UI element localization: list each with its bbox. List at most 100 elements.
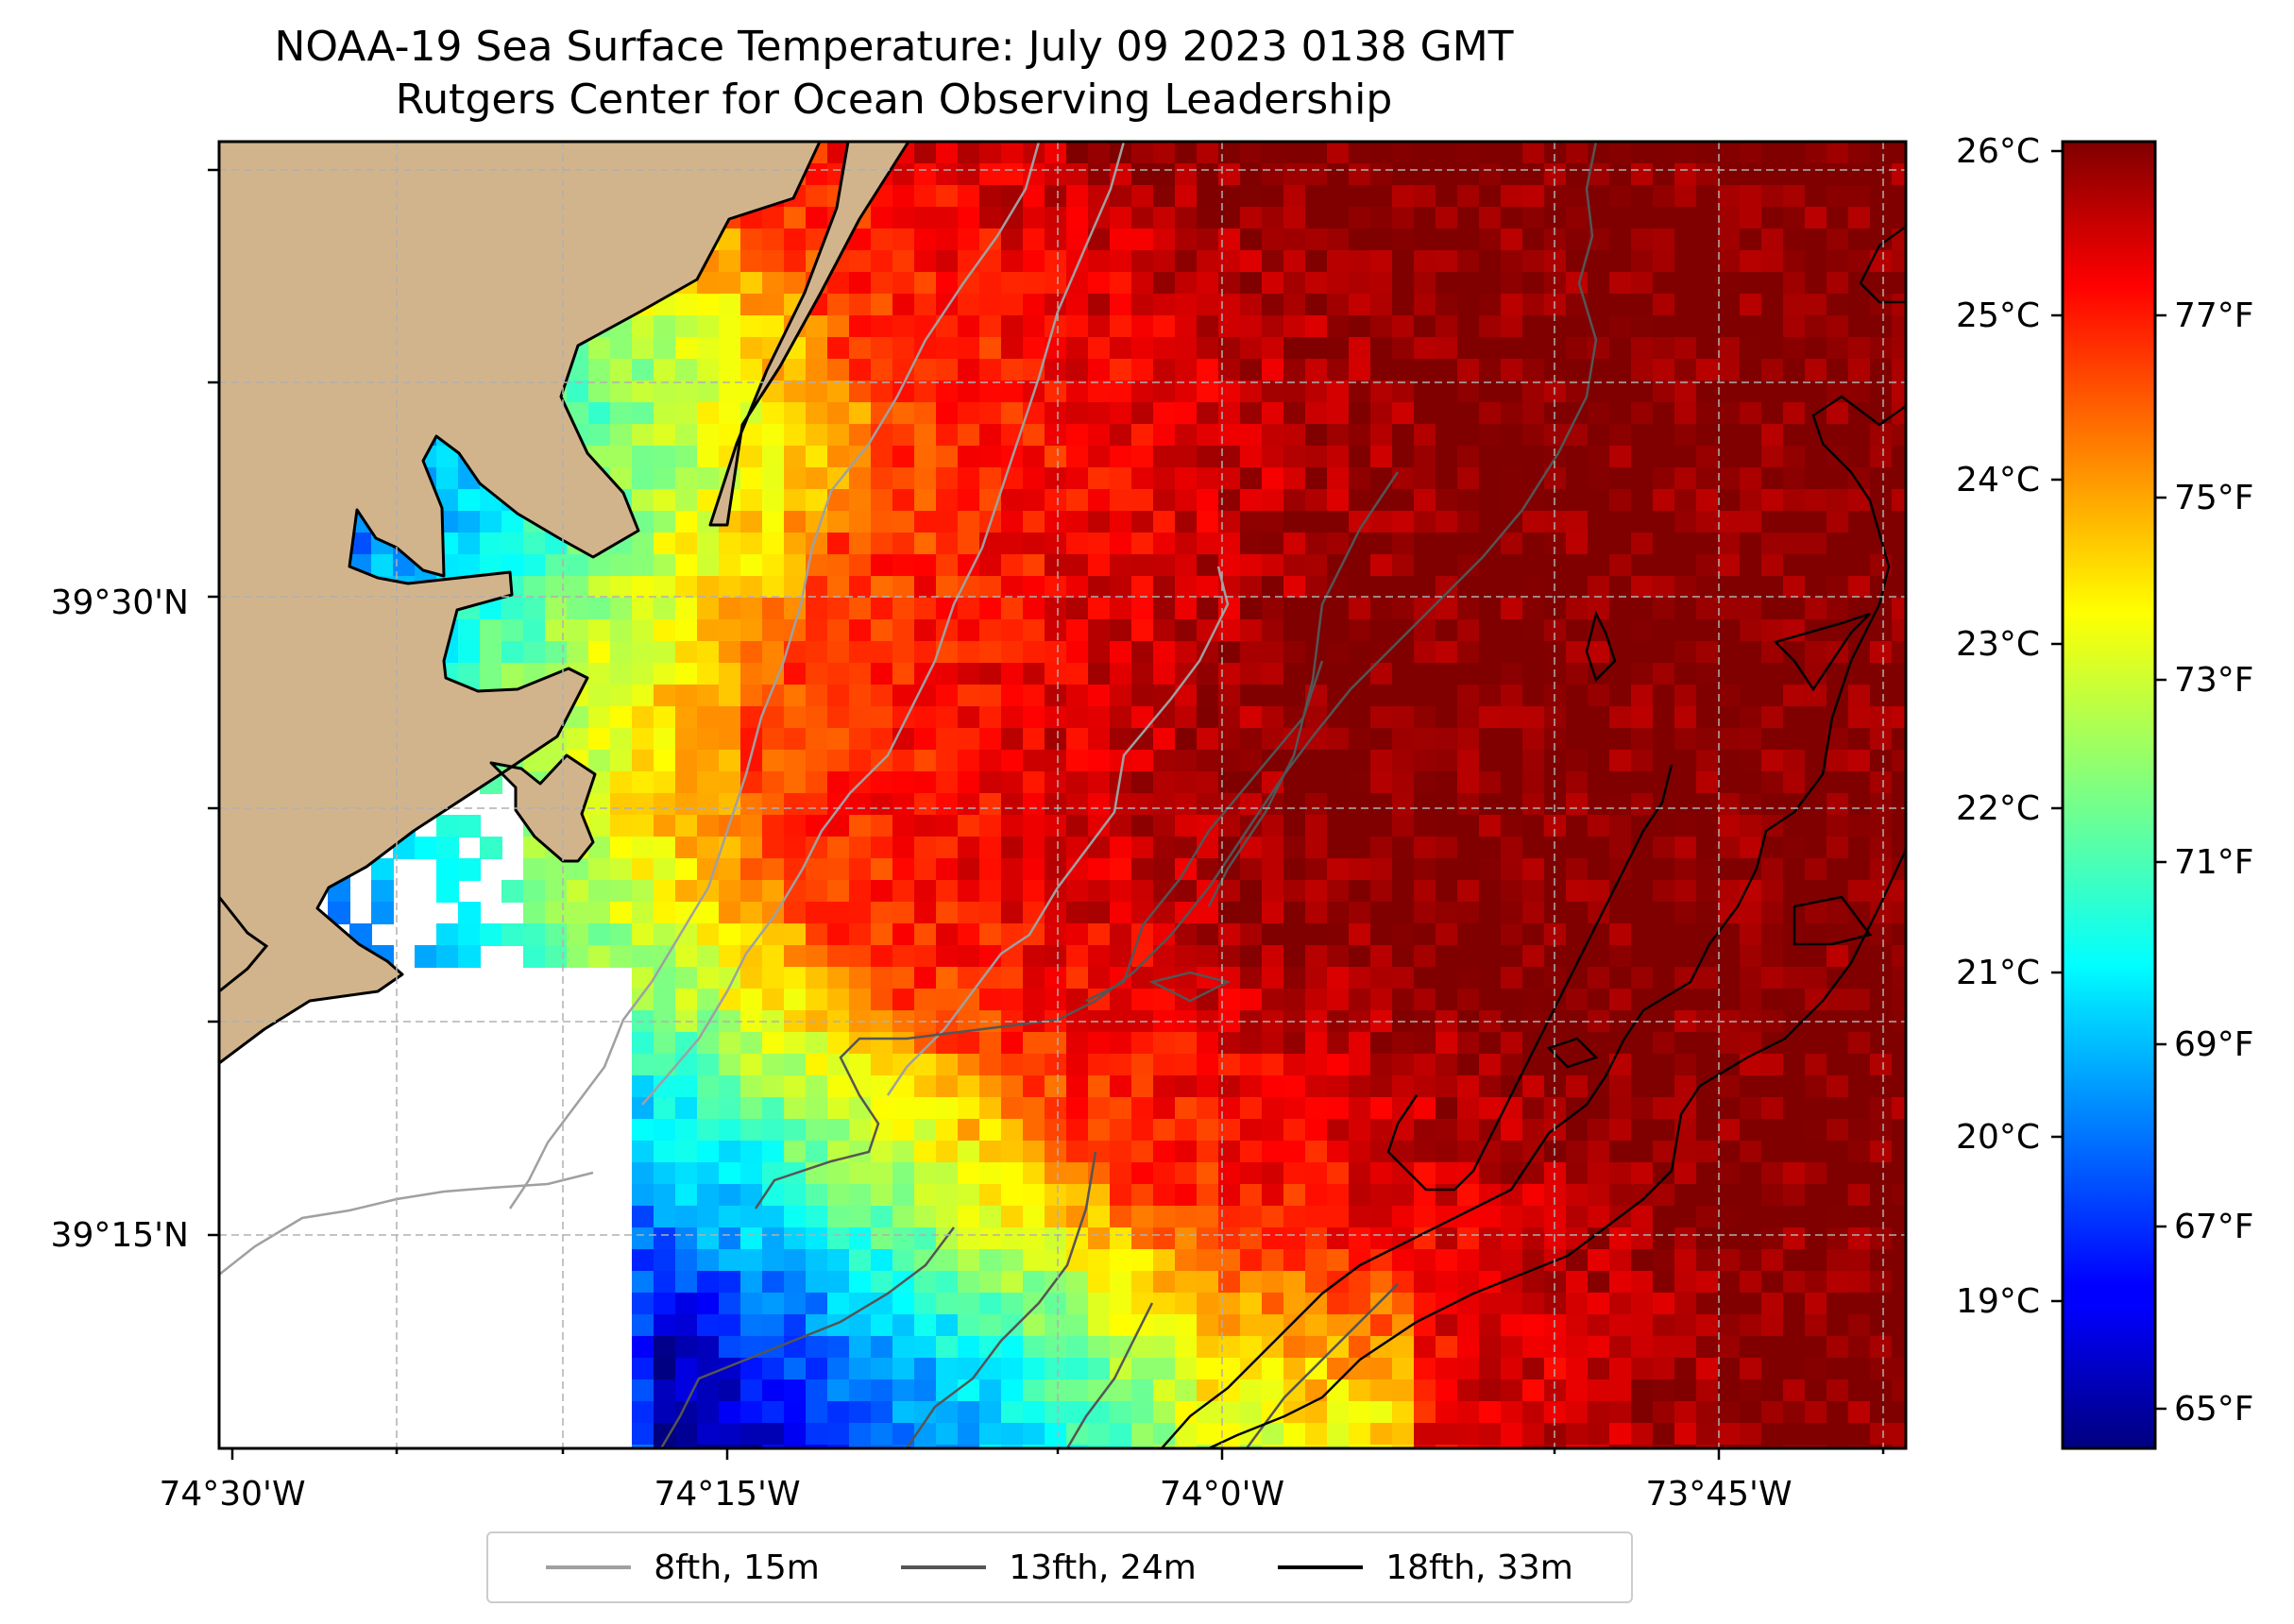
sst-pixel xyxy=(1110,1379,1132,1402)
sst-pixel xyxy=(1696,663,1719,685)
sst-pixel xyxy=(1522,1206,1545,1228)
sst-pixel xyxy=(1001,706,1024,729)
sst-pixel xyxy=(1262,685,1284,707)
sst-pixel xyxy=(1370,967,1393,990)
sst-pixel xyxy=(1088,663,1111,685)
sst-pixel xyxy=(588,815,611,837)
sst-pixel xyxy=(1283,1097,1306,1120)
sst-pixel xyxy=(740,619,763,642)
sst-pixel xyxy=(1653,1184,1675,1207)
sst-pixel xyxy=(1501,1423,1523,1446)
sst-pixel xyxy=(1001,619,1024,642)
sst-pixel xyxy=(1088,1184,1111,1207)
sst-pixel xyxy=(1761,402,1784,425)
sst-pixel xyxy=(914,771,937,794)
sst-pixel xyxy=(849,554,872,577)
sst-pixel xyxy=(1674,402,1697,425)
sst-pixel xyxy=(849,1445,872,1448)
sst-pixel xyxy=(827,337,850,360)
sst-pixel xyxy=(914,923,937,946)
sst-pixel xyxy=(1848,793,1871,816)
sst-pixel xyxy=(827,381,850,403)
sst-pixel xyxy=(1805,315,1827,338)
sst-pixel xyxy=(1761,1054,1784,1076)
sst-pixel xyxy=(1370,685,1393,707)
sst-pixel xyxy=(1609,598,1632,620)
sst-pixel xyxy=(1892,902,1906,924)
sst-pixel xyxy=(1110,359,1132,381)
sst-pixel xyxy=(1848,1293,1871,1315)
sst-pixel xyxy=(827,1379,850,1402)
sst-pixel xyxy=(892,619,915,642)
sst-pixel xyxy=(1848,228,1871,251)
sst-pixel xyxy=(1045,359,1067,381)
sst-pixel xyxy=(979,381,1002,403)
sst-pixel xyxy=(1327,793,1350,816)
sst-pixel xyxy=(719,685,741,707)
sst-pixel xyxy=(806,315,828,338)
sst-pixel xyxy=(1783,685,1806,707)
sst-pixel xyxy=(1479,1379,1502,1402)
sst-pixel xyxy=(1631,1401,1654,1424)
sst-pixel xyxy=(827,576,850,599)
sst-pixel xyxy=(675,1336,698,1359)
sst-pixel xyxy=(1892,663,1906,685)
sst-pixel xyxy=(892,1336,915,1359)
sst-pixel xyxy=(1153,1423,1176,1446)
sst-pixel xyxy=(697,1401,720,1424)
sst-pixel xyxy=(1414,1054,1436,1076)
sst-pixel xyxy=(1566,989,1589,1011)
sst-pixel xyxy=(784,1054,807,1076)
sst-pixel xyxy=(1066,250,1089,273)
sst-pixel xyxy=(1805,598,1827,620)
sst-pixel xyxy=(1283,1336,1306,1359)
sst-pixel xyxy=(588,402,611,425)
sst-pixel xyxy=(1370,228,1393,251)
sst-pixel xyxy=(1631,337,1654,360)
sst-pixel xyxy=(806,1445,828,1448)
sst-pixel xyxy=(914,902,937,924)
sst-pixel xyxy=(1197,1184,1219,1207)
sst-pixel xyxy=(827,663,850,685)
sst-pixel xyxy=(958,207,980,229)
sst-pixel xyxy=(1197,554,1219,577)
sst-pixel xyxy=(1066,1271,1089,1294)
sst-pixel xyxy=(1327,1206,1350,1228)
sst-pixel xyxy=(892,685,915,707)
sst-pixel xyxy=(1501,424,1523,447)
sst-pixel xyxy=(936,967,959,990)
sst-pixel xyxy=(762,1358,785,1380)
sst-pixel xyxy=(1023,1423,1045,1446)
sst-pixel xyxy=(1283,858,1306,881)
sst-pixel xyxy=(1696,207,1719,229)
sst-pixel xyxy=(1153,728,1176,751)
sst-pixel xyxy=(1414,294,1436,316)
sst-pixel xyxy=(1522,554,1545,577)
sst-pixel xyxy=(632,967,654,990)
sst-pixel xyxy=(719,1119,741,1142)
sst-pixel xyxy=(1349,1075,1371,1098)
sst-pixel xyxy=(1892,207,1906,229)
sst-pixel xyxy=(1088,793,1111,816)
sst-pixel xyxy=(784,1445,807,1448)
sst-pixel xyxy=(1349,424,1371,447)
sst-pixel xyxy=(1718,1075,1741,1098)
sst-pixel xyxy=(1566,207,1589,229)
sst-pixel xyxy=(914,511,937,533)
sst-pixel xyxy=(1414,967,1436,990)
sst-pixel xyxy=(1653,728,1675,751)
sst-pixel xyxy=(1848,1184,1871,1207)
sst-pixel xyxy=(1501,1249,1523,1272)
sst-pixel xyxy=(1696,750,1719,772)
sst-pixel xyxy=(610,902,633,924)
sst-pixel xyxy=(588,663,611,685)
sst-pixel xyxy=(1088,467,1111,490)
sst-pixel xyxy=(1305,511,1328,533)
sst-pixel xyxy=(1153,1336,1176,1359)
sst-pixel xyxy=(806,1358,828,1380)
sst-pixel xyxy=(1414,598,1436,620)
sst-pixel xyxy=(1436,576,1458,599)
sst-pixel xyxy=(1805,1227,1827,1250)
sst-pixel xyxy=(1131,359,1154,381)
sst-pixel xyxy=(892,511,915,533)
